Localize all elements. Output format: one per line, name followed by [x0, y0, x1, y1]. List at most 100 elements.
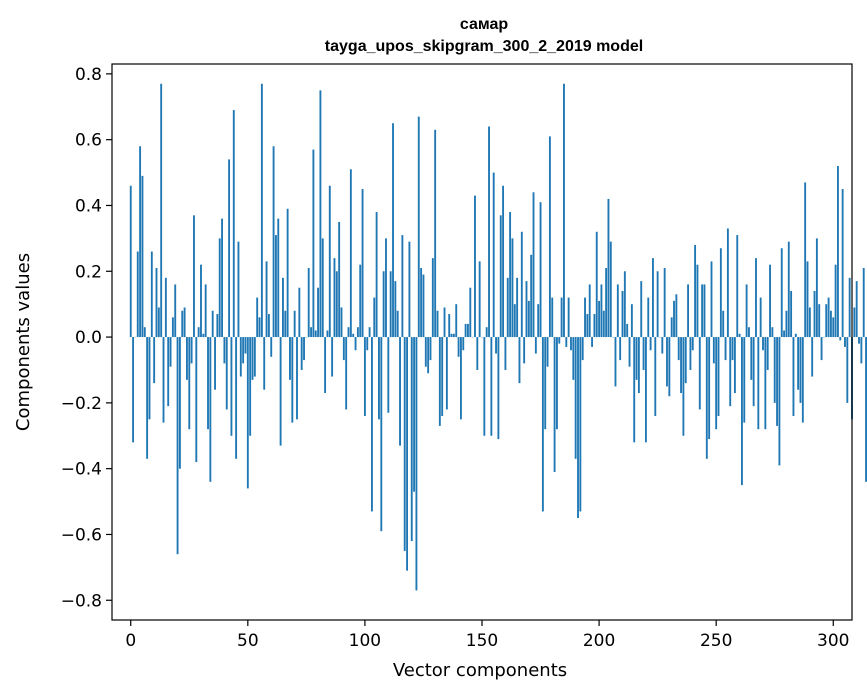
bar [387, 337, 390, 413]
bar [225, 337, 228, 410]
bar [736, 235, 739, 338]
bar [438, 337, 441, 426]
bar [443, 307, 446, 338]
x-tick-label: 300 [817, 631, 849, 651]
bar [380, 337, 383, 532]
bar [771, 327, 774, 338]
bar [488, 126, 490, 338]
bar [169, 337, 172, 367]
bar [502, 185, 505, 338]
bar [818, 304, 821, 338]
bar [808, 307, 811, 338]
bar [459, 337, 462, 420]
bar [272, 146, 275, 338]
bar [848, 277, 851, 338]
x-tick-label: 50 [237, 631, 259, 651]
bar [712, 337, 715, 364]
bar [509, 212, 512, 338]
bar [321, 238, 324, 338]
bar [792, 337, 795, 417]
bar [757, 337, 760, 430]
bar [303, 337, 305, 361]
y-tick-label: 0.2 [75, 262, 102, 282]
bar [218, 238, 221, 338]
bar [363, 337, 366, 417]
y-tick-label: −0.2 [61, 394, 102, 414]
bar [560, 297, 563, 338]
x-tick-label: 150 [466, 631, 498, 651]
bar [825, 304, 828, 338]
bar [136, 251, 139, 338]
bar [132, 337, 135, 443]
bar [726, 228, 729, 338]
bar [691, 337, 694, 351]
bar [382, 271, 385, 338]
bar [839, 337, 842, 341]
y-tick-label: 0.6 [75, 131, 102, 151]
chart-title: самар [460, 16, 509, 33]
bar [410, 337, 413, 542]
y-axis-label: Components values [13, 253, 34, 431]
bar [609, 241, 612, 338]
bars-group [129, 83, 867, 591]
bar [815, 238, 818, 338]
bar [296, 337, 298, 420]
bar [607, 198, 610, 338]
bar [385, 238, 387, 338]
bar [675, 294, 678, 338]
bar [717, 337, 720, 417]
bar [469, 287, 472, 338]
bar [511, 238, 514, 338]
bar [263, 337, 266, 390]
bar [769, 264, 771, 338]
bar [401, 235, 404, 338]
bar [431, 258, 434, 338]
bar [345, 337, 348, 410]
bar [764, 337, 767, 430]
bar [375, 212, 378, 338]
bar [284, 310, 287, 338]
bar [614, 337, 617, 387]
bar [314, 330, 317, 338]
x-tick-label: 100 [349, 631, 381, 651]
bar [319, 90, 322, 338]
bar [221, 218, 223, 338]
bar [441, 337, 444, 417]
bar [787, 241, 790, 338]
bar [621, 291, 624, 338]
bar [722, 310, 725, 338]
bar [347, 327, 350, 338]
bar [553, 337, 556, 472]
bar [684, 337, 687, 384]
bar [708, 337, 711, 440]
bar [497, 337, 500, 440]
bar [673, 300, 675, 338]
bar [745, 284, 748, 338]
x-axis-ticks: 0 50 100 150 200 250 300 [125, 620, 849, 651]
bar [623, 271, 626, 338]
bar [806, 261, 809, 338]
bar [474, 195, 476, 338]
bar [785, 310, 788, 338]
bar [195, 337, 198, 463]
bar [518, 337, 521, 384]
bar [570, 337, 572, 351]
bar [546, 337, 549, 367]
bar [644, 337, 647, 443]
bar [677, 337, 680, 361]
bar [408, 241, 411, 338]
chart-subtitle: tayga_upos_skipgram_300_2_2019 model [325, 38, 643, 55]
bar [525, 281, 528, 338]
bar [680, 337, 682, 393]
bar [862, 267, 865, 338]
bar [858, 337, 860, 344]
bar [207, 337, 209, 430]
bar [698, 337, 701, 410]
bar [595, 231, 598, 338]
bar [588, 284, 591, 338]
bar [342, 337, 345, 361]
bar [340, 307, 343, 338]
bar [780, 248, 783, 338]
bar [155, 267, 158, 338]
